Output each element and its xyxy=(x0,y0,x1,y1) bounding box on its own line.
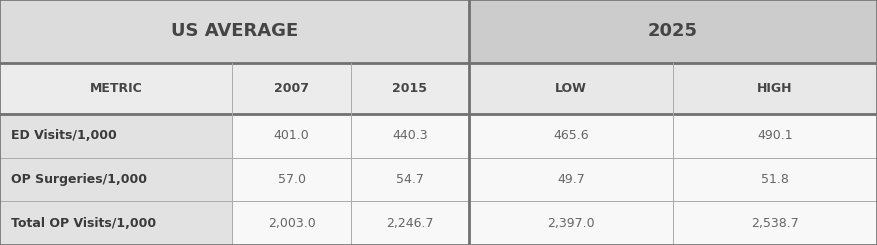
Bar xyxy=(0,158,232,201)
Bar xyxy=(0,201,232,245)
Text: 2015: 2015 xyxy=(393,82,427,95)
Text: LOW: LOW xyxy=(555,82,587,95)
Text: 2025: 2025 xyxy=(648,22,698,40)
Text: METRIC: METRIC xyxy=(89,82,143,95)
Text: 57.0: 57.0 xyxy=(278,173,305,186)
Bar xyxy=(469,114,877,158)
Text: 2,246.7: 2,246.7 xyxy=(386,217,434,230)
Bar xyxy=(0,114,232,158)
Text: HIGH: HIGH xyxy=(757,82,793,95)
Bar xyxy=(469,158,877,201)
Text: 54.7: 54.7 xyxy=(396,173,424,186)
Bar xyxy=(0,62,469,114)
Bar xyxy=(469,0,877,62)
Text: 490.1: 490.1 xyxy=(757,129,793,142)
Bar xyxy=(0,0,469,62)
Bar xyxy=(232,158,469,201)
Text: OP Surgeries/1,000: OP Surgeries/1,000 xyxy=(11,173,146,186)
Bar xyxy=(232,114,469,158)
Text: 401.0: 401.0 xyxy=(274,129,310,142)
Text: Total OP Visits/1,000: Total OP Visits/1,000 xyxy=(11,217,155,230)
Bar xyxy=(469,62,877,114)
Bar xyxy=(469,201,877,245)
Text: 440.3: 440.3 xyxy=(392,129,428,142)
Text: US AVERAGE: US AVERAGE xyxy=(171,22,298,40)
Text: 51.8: 51.8 xyxy=(761,173,788,186)
Text: 2,003.0: 2,003.0 xyxy=(267,217,316,230)
Text: ED Visits/1,000: ED Visits/1,000 xyxy=(11,129,117,142)
Text: 2007: 2007 xyxy=(275,82,309,95)
Text: 2,538.7: 2,538.7 xyxy=(751,217,799,230)
Bar xyxy=(232,201,469,245)
Text: 465.6: 465.6 xyxy=(553,129,588,142)
Text: 2,397.0: 2,397.0 xyxy=(547,217,595,230)
Text: 49.7: 49.7 xyxy=(557,173,585,186)
